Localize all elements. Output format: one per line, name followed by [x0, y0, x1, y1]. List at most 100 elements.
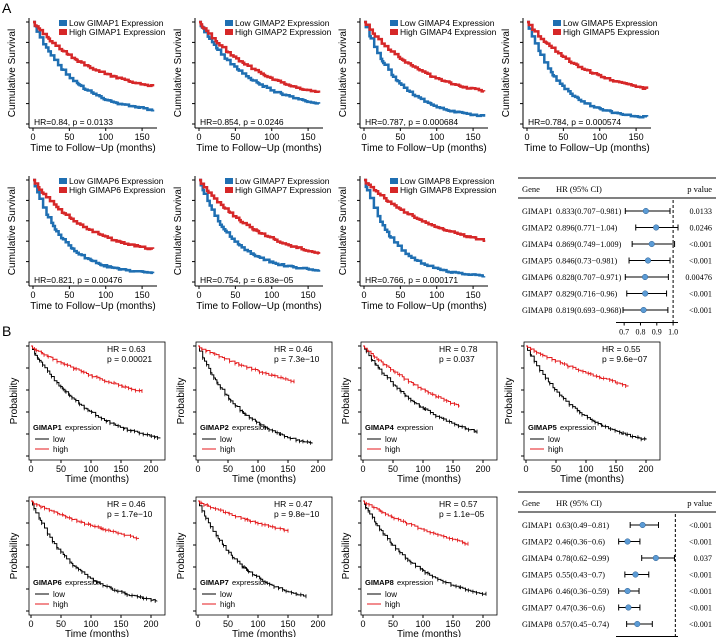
forest-header-hr: HR (95% CI) — [556, 498, 602, 508]
survival-line-high — [527, 20, 649, 90]
legend-label-high: High GIMAP1 Expression — [69, 27, 166, 37]
forest-point — [624, 538, 631, 545]
survival-line-high — [199, 20, 321, 93]
forest-gene-label: GIMAP8 — [522, 306, 552, 315]
y-axis-label: Cumulative Survival — [338, 187, 349, 275]
legend-swatch-high — [59, 29, 67, 35]
y-axis-label: Cumulative Survival — [7, 29, 18, 117]
legend-label-high: high — [385, 600, 400, 609]
expression-suffix-label: expression — [232, 423, 268, 432]
x-tick-label: 0 — [524, 132, 529, 142]
survival-line-high — [363, 345, 460, 407]
forest-gene-label: GIMAP6 — [522, 587, 552, 596]
plot-frame — [523, 341, 661, 461]
survival-line-high — [31, 345, 143, 392]
forest-p-label: <0.001 — [689, 587, 712, 596]
x-tick-label: 100 — [264, 290, 279, 300]
forest-gene-label: GIMAP2 — [522, 224, 552, 233]
forest-gene-label: GIMAP6 — [522, 273, 552, 282]
x-tick-label: 150 — [301, 290, 316, 300]
x-tick-label: 100 — [250, 464, 265, 474]
x-tick-label: 200 — [475, 464, 490, 474]
x-tick-label: 50 — [388, 619, 398, 629]
legend-swatch-low — [59, 20, 67, 26]
forest-p-label: 0.037 — [694, 554, 712, 563]
x-tick-label: 0 — [196, 290, 201, 300]
legend-label-high: High GIMAP6 Expression — [69, 185, 166, 195]
x-tick-label: 50 — [230, 132, 240, 142]
survival-line-high — [33, 20, 155, 88]
forest-p-label: <0.001 — [689, 620, 712, 629]
y-axis-label: Probability — [176, 533, 187, 580]
x-axis-label: Time (months) — [65, 474, 129, 485]
x-tick-label: 50 — [395, 290, 405, 300]
expression-gene-label: GIMAP2 — [200, 423, 229, 432]
x-tick-label: 0 — [361, 290, 366, 300]
x-tick-label: 100 — [83, 619, 98, 629]
legend-label-low: low — [53, 590, 65, 599]
legend-label-low: low — [53, 435, 65, 444]
forest-gene-label: GIMAP4 — [522, 240, 552, 249]
x-tick-label: 200 — [475, 619, 490, 629]
forest-point — [653, 224, 660, 231]
km-chart-b-gimap4: 0 50 100 150 200 Time (months) Probability HR =… — [341, 341, 498, 485]
forest-p-label: <0.001 — [689, 604, 712, 613]
hazard-ratio-text: HR = 0.63 — [107, 344, 146, 354]
x-tick-label: 200 — [143, 464, 158, 474]
x-tick-label: 100 — [415, 464, 430, 474]
legend-label-low: Low GIMAP6 Expression — [69, 176, 164, 186]
x-tick-label: 0 — [195, 619, 200, 629]
forest-hr-label: 0.46(0.36−0.59) — [556, 587, 609, 596]
forest-p-label: <0.001 — [689, 240, 712, 249]
forest-hr-label: 0.46(0.36−0.6) — [556, 538, 605, 547]
x-tick-label: 100 — [592, 132, 607, 142]
expression-gene-label: GIMAP1 — [33, 423, 62, 432]
x-tick-label: 50 — [395, 132, 405, 142]
x-tick-label: 150 — [280, 464, 295, 474]
forest-p-label: <0.001 — [689, 257, 712, 266]
x-tick-label: 50 — [230, 290, 240, 300]
hazard-ratio-text: HR = 0.47 — [274, 499, 313, 509]
plot-frame — [28, 341, 166, 461]
x-tick-label: 0 — [30, 132, 35, 142]
hazard-ratio-text: HR = 0.78 — [439, 344, 478, 354]
panel-label-a: A — [2, 0, 12, 16]
y-axis-label: Probability — [341, 533, 352, 580]
y-axis-label: Probability — [176, 378, 187, 425]
survival-line-high — [33, 178, 155, 251]
forest-point — [639, 521, 646, 529]
km-chart-b-gimap5: 0 50 100 150 200 Time (months) Probability HR =… — [504, 341, 661, 485]
hazard-ratio-text: HR=0.784, p = 0.000574 — [528, 117, 621, 127]
x-axis-label: Time to Follow−Up (months) — [524, 143, 650, 154]
forest-point — [644, 257, 652, 264]
plot-frame — [195, 496, 333, 616]
x-tick-label: 150 — [445, 464, 460, 474]
forest-p-label: 0.0133 — [689, 207, 712, 216]
forest-hr-label: 0.833(0.707−0.981) — [556, 207, 622, 216]
forest-p-label: <0.001 — [689, 306, 712, 315]
plot-frame — [360, 496, 498, 616]
p-value-text: p = 0.00021 — [107, 354, 152, 364]
y-axis-label: Cumulative Survival — [7, 187, 18, 275]
legend-label-low: Low GIMAP5 Expression — [563, 18, 658, 28]
x-tick-label: 50 — [64, 132, 74, 142]
legend-label-high: high — [220, 600, 235, 609]
legend-label-high: High GIMAP2 Expression — [235, 27, 332, 37]
forest-point — [652, 554, 659, 562]
x-tick-label: 0 — [28, 619, 33, 629]
x-tick-label: 150 — [466, 290, 481, 300]
forest-x-tick-label: 1.0 — [668, 328, 678, 337]
x-tick-label: 50 — [551, 464, 561, 474]
legend-swatch-low — [59, 178, 67, 184]
legend-label-high: high — [548, 445, 563, 454]
x-axis-label: Time to Follow−Up (months) — [196, 143, 322, 154]
x-tick-label: 100 — [98, 290, 113, 300]
x-tick-label: 50 — [64, 290, 74, 300]
forest-plot-b: Gene HR (95% CI) p value GIMAP1 0.63(0.49−0.… — [518, 491, 716, 637]
legend-label-low: low — [385, 590, 397, 599]
survival-line-low — [364, 20, 486, 118]
